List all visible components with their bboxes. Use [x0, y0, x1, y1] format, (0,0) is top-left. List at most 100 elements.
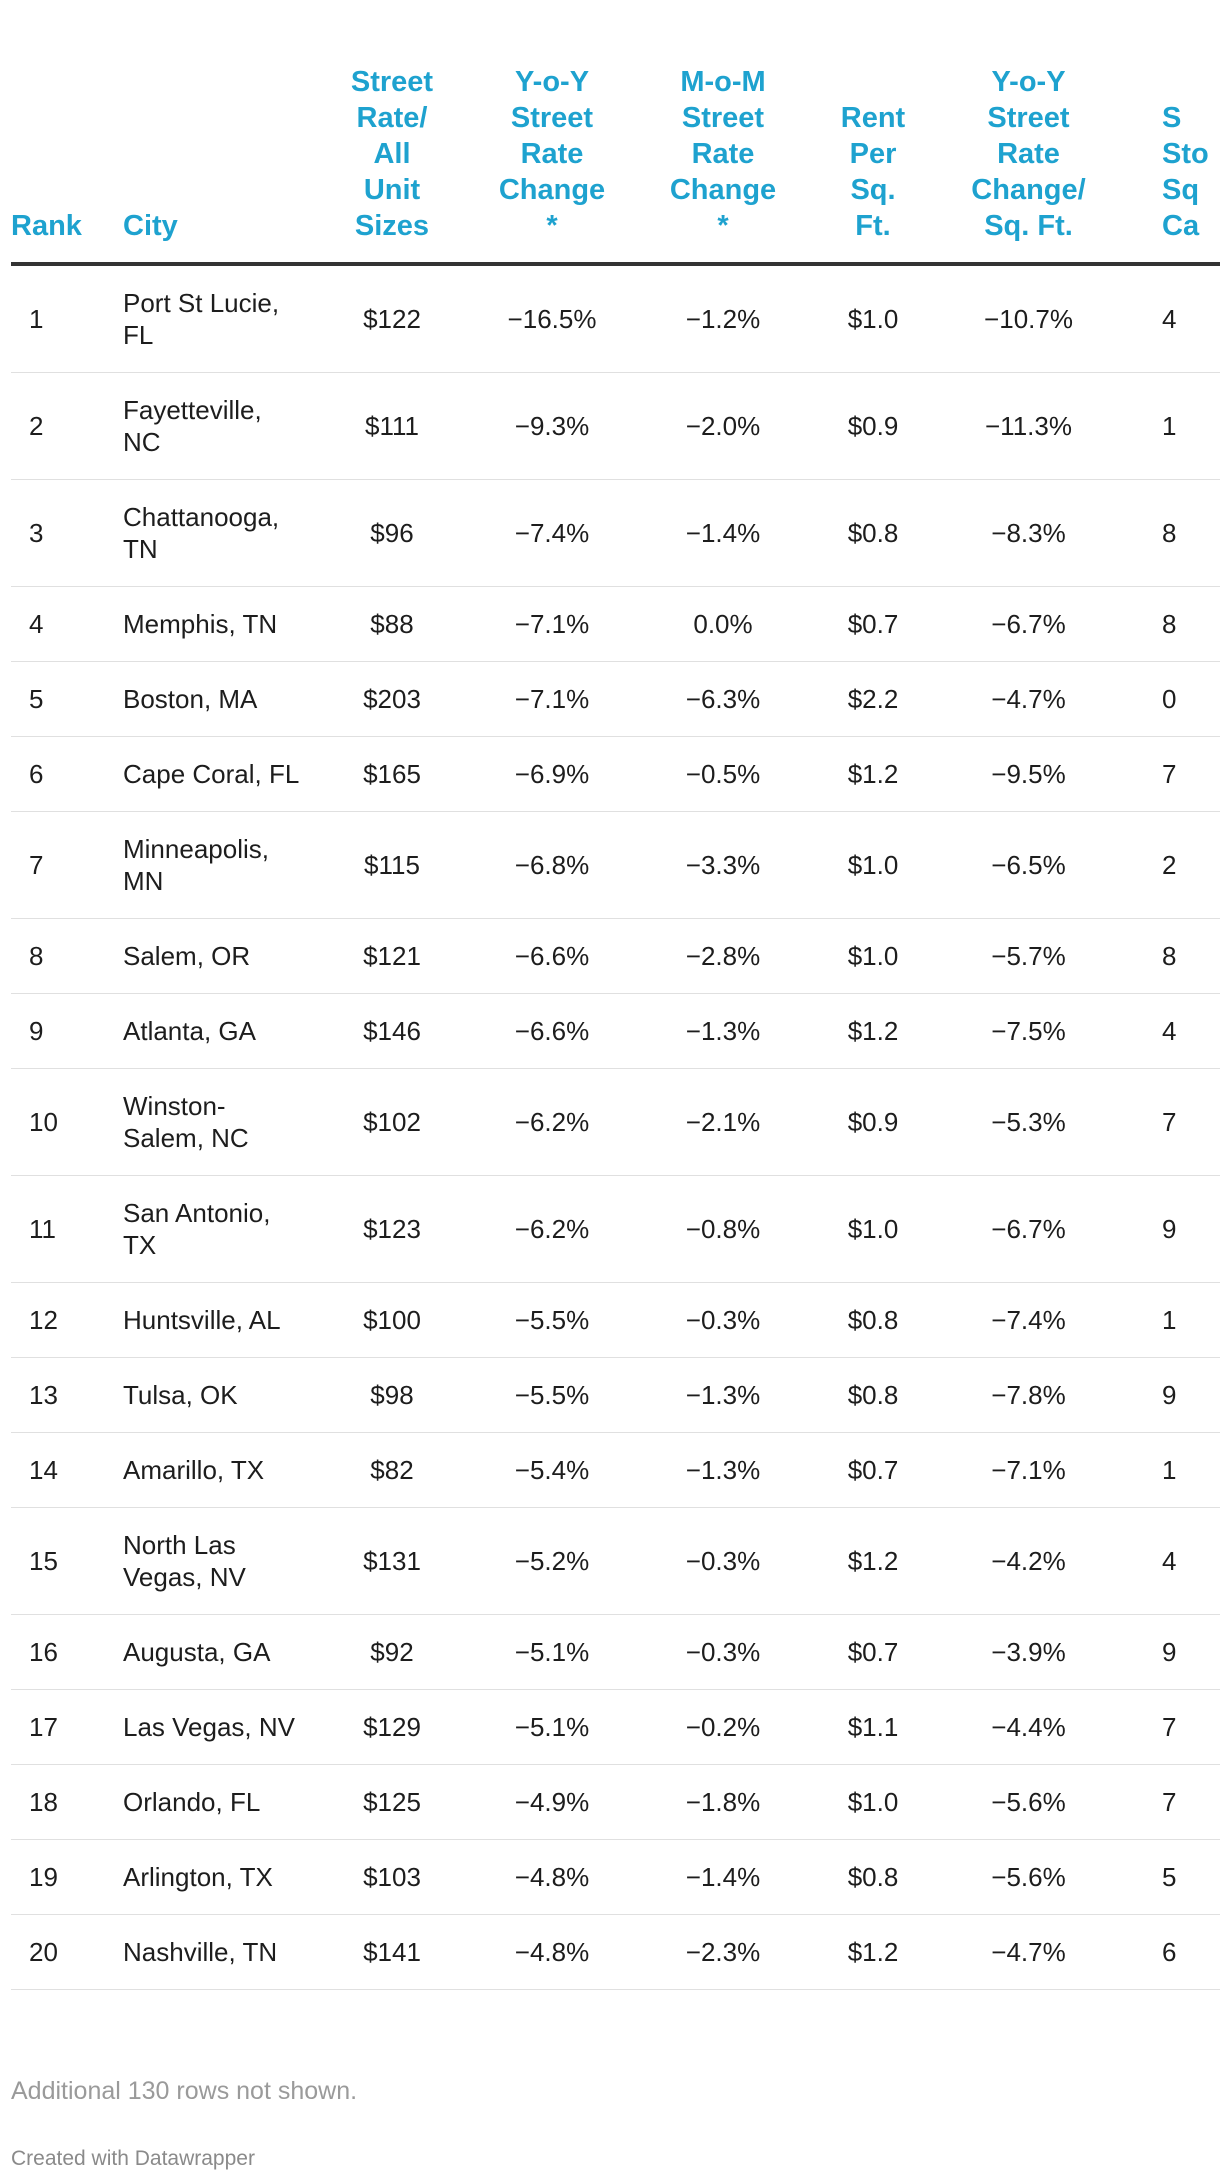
column-header-text: Sto: [1162, 138, 1209, 170]
rank-cell: 13: [11, 1357, 123, 1433]
sqft-per-capita-cell: 7: [1114, 1764, 1220, 1840]
yoy-change-cell: −7.1%: [461, 586, 643, 662]
mom-change-cell: −1.4%: [643, 1839, 803, 1915]
street-rate-cell: $82: [323, 1432, 461, 1508]
table-row: 17 Las Vegas, NV $129 −5.1% −0.2% $1.1 −4.4% 7: [11, 1689, 1220, 1765]
sqft-per-capita-cell: 6: [1114, 1914, 1220, 1990]
city-cell: Chattanooga, TN: [123, 479, 323, 587]
rent-per-sqft-cell: $1.0: [803, 1764, 943, 1840]
street-rate-cell: $125: [323, 1764, 461, 1840]
city-cell: Boston, MA: [123, 661, 323, 737]
column-header-text: City: [123, 210, 178, 242]
rent-per-sqft-cell: $1.2: [803, 993, 943, 1069]
yoy-change-per-sqft-cell: −5.3%: [943, 1068, 1114, 1176]
column-header-mom-change[interactable]: M-o-M Street Rate Change *: [643, 0, 803, 266]
table-row: 9 Atlanta, GA $146 −6.6% −1.3% $1.2 −7.5% 4: [11, 993, 1220, 1069]
city-cell: Minneapolis, MN: [123, 811, 323, 919]
city-cell: Orlando, FL: [123, 1764, 323, 1840]
table-row: 20 Nashville, TN $141 −4.8% −2.3% $1.2 −4.7% 6: [11, 1914, 1220, 1990]
rent-per-sqft-cell: $1.2: [803, 736, 943, 812]
yoy-change-cell: −6.2%: [461, 1068, 643, 1176]
rent-per-sqft-cell: $0.9: [803, 372, 943, 480]
column-header-text: Change: [498, 174, 606, 206]
column-header-rank[interactable]: Rank: [11, 0, 123, 266]
city-cell: Las Vegas, NV: [123, 1689, 323, 1765]
column-header-text: Sq. Ft.: [984, 210, 1073, 242]
mom-change-cell: −1.3%: [643, 1357, 803, 1433]
sqft-per-capita-cell: 8: [1114, 918, 1220, 994]
sqft-per-capita-cell: 9: [1114, 1175, 1220, 1283]
yoy-change-per-sqft-cell: −8.3%: [943, 479, 1114, 587]
table-body: 1 Port St Lucie, FL $122 −16.5% −1.2% $1.0 −10…: [11, 264, 1220, 1990]
column-header-yoy-change[interactable]: Y-o-Y Street Rate Change *: [461, 0, 643, 266]
city-cell: Augusta, GA: [123, 1614, 323, 1690]
street-rate-cell: $98: [323, 1357, 461, 1433]
sqft-per-capita-cell: 1: [1114, 1282, 1220, 1358]
column-header-text: Rent: [840, 102, 906, 134]
sqft-per-capita-cell: 8: [1114, 586, 1220, 662]
sqft-per-capita-cell: 9: [1114, 1357, 1220, 1433]
column-header-text: Street: [350, 66, 434, 98]
column-header-text: Ca: [1162, 210, 1200, 242]
rank-cell: 15: [11, 1507, 123, 1615]
yoy-change-per-sqft-cell: −5.6%: [943, 1764, 1114, 1840]
rent-per-sqft-cell: $2.2: [803, 661, 943, 737]
column-header-text: Change/: [971, 174, 1086, 206]
column-header-text: *: [717, 210, 729, 242]
city-cell: Salem, OR: [123, 918, 323, 994]
column-header-text: Rate: [520, 138, 584, 170]
data-table-container: Rank City Street Rate/All Unit Sizes Y-o-Y S…: [11, 0, 1220, 1990]
column-header-sqft-per-capita[interactable]: S Sto Sq Ca: [1114, 0, 1220, 266]
rank-cell: 8: [11, 918, 123, 994]
rank-cell: 9: [11, 993, 123, 1069]
table-row: 5 Boston, MA $203 −7.1% −6.3% $2.2 −4.7% 0: [11, 661, 1220, 737]
table-row: 7 Minneapolis, MN $115 −6.8% −3.3% $1.0 −6.5% 2: [11, 811, 1220, 919]
column-header-text: *: [546, 210, 558, 242]
rent-per-sqft-cell: $0.8: [803, 1282, 943, 1358]
city-cell: Amarillo, TX: [123, 1432, 323, 1508]
rent-per-sqft-cell: $1.2: [803, 1914, 943, 1990]
column-header-yoy-change-per-sqft[interactable]: Y-o-Y Street Rate Change/Sq. Ft.: [943, 0, 1114, 266]
mom-change-cell: −0.3%: [643, 1507, 803, 1615]
column-header-street-rate[interactable]: Street Rate/All Unit Sizes: [323, 0, 461, 266]
street-rate-cell: $123: [323, 1175, 461, 1283]
street-rate-cell: $121: [323, 918, 461, 994]
sqft-per-capita-cell: 4: [1114, 1507, 1220, 1615]
table-row: 14 Amarillo, TX $82 −5.4% −1.3% $0.7 −7.1% 1: [11, 1432, 1220, 1508]
column-header-text: S: [1162, 102, 1182, 134]
column-header-text: All: [373, 138, 411, 170]
mom-change-cell: −1.3%: [643, 993, 803, 1069]
table-header-row: Rank City Street Rate/All Unit Sizes Y-o-Y S…: [11, 0, 1220, 266]
rank-cell: 12: [11, 1282, 123, 1358]
rank-cell: 7: [11, 811, 123, 919]
yoy-change-cell: −6.9%: [461, 736, 643, 812]
column-header-city[interactable]: City: [123, 0, 323, 266]
column-header-text: M-o-M: [680, 66, 766, 98]
datawrapper-credit[interactable]: Created with Datawrapper: [11, 2147, 255, 2170]
yoy-change-cell: −7.1%: [461, 661, 643, 737]
yoy-change-per-sqft-cell: −3.9%: [943, 1614, 1114, 1690]
table-row: 2 Fayetteville, NC $111 −9.3% −2.0% $0.9 −11.3…: [11, 372, 1220, 480]
column-header-text: Rate: [997, 138, 1060, 170]
column-header-rent-per-sqft[interactable]: Rent Per Sq. Ft.: [803, 0, 943, 266]
rank-cell: 1: [11, 264, 123, 373]
rank-cell: 3: [11, 479, 123, 587]
rank-cell: 14: [11, 1432, 123, 1508]
column-header-text: Street: [510, 102, 594, 134]
sqft-per-capita-cell: 4: [1114, 264, 1220, 373]
yoy-change-cell: −6.8%: [461, 811, 643, 919]
mom-change-cell: −1.8%: [643, 1764, 803, 1840]
column-header-text: Change: [669, 174, 777, 206]
rank-cell: 11: [11, 1175, 123, 1283]
table-row: 1 Port St Lucie, FL $122 −16.5% −1.2% $1.0 −10…: [11, 264, 1220, 373]
city-cell: Atlanta, GA: [123, 993, 323, 1069]
rank-cell: 20: [11, 1914, 123, 1990]
rent-per-sqft-cell: $0.8: [803, 1839, 943, 1915]
mom-change-cell: −2.1%: [643, 1068, 803, 1176]
yoy-change-per-sqft-cell: −4.4%: [943, 1689, 1114, 1765]
rank-cell: 17: [11, 1689, 123, 1765]
yoy-change-per-sqft-cell: −7.1%: [943, 1432, 1114, 1508]
table-row: 11 San Antonio, TX $123 −6.2% −0.8% $1.0 −6.7%…: [11, 1175, 1220, 1283]
column-header-text: Unit: [363, 174, 421, 206]
mom-change-cell: 0.0%: [643, 586, 803, 662]
